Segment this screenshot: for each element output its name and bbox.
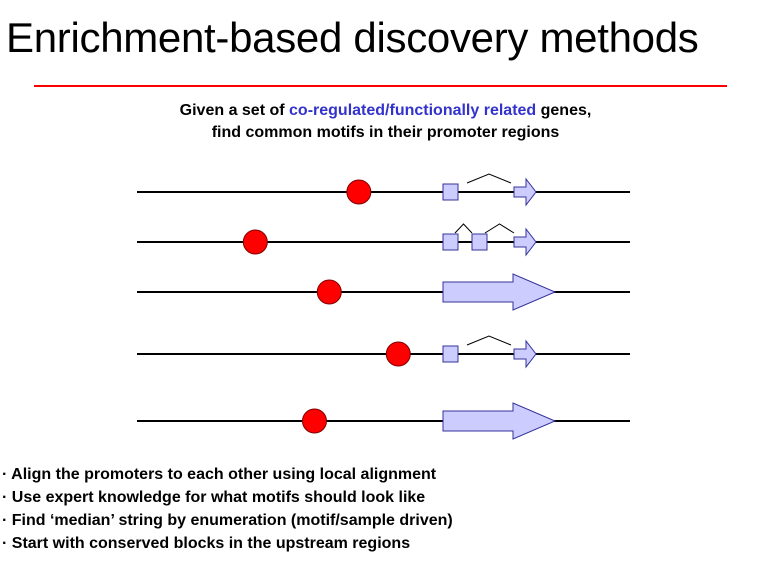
subtitle-line-1: Given a set of co-regulated/functionally… [0,100,771,122]
intron-line [454,223,473,234]
subtitle-suffix: genes, [536,102,592,119]
motif-site [316,279,342,305]
exon-arrow [513,339,537,369]
gene-arrow [442,402,557,440]
intron-line [466,335,512,346]
title-underline [34,85,727,87]
bullet-item: · Use expert knowledge for what motifs s… [2,489,426,506]
slide-title: Enrichment-based discovery methods [6,14,699,61]
intron-line [484,223,515,234]
exon-box [471,233,488,251]
motif-site [385,341,411,367]
exon-box [442,233,459,251]
exon-box [442,345,459,363]
subtitle: Given a set of co-regulated/functionally… [0,100,771,144]
motif-site [301,408,327,434]
motif-site [346,179,372,205]
bullet-list: · Align the promoters to each other usin… [2,463,453,555]
subtitle-prefix: Given a set of [179,102,290,119]
bullet-item: · Start with conserved blocks in the ups… [2,535,411,552]
exon-box [442,183,459,201]
motif-site [242,229,268,255]
intron-line [466,173,512,184]
gene-arrow [442,273,557,311]
exon-arrow [513,177,537,207]
exon-arrow [513,227,537,257]
bullet-item: · Align the promoters to each other usin… [2,466,437,483]
subtitle-highlight: co-regulated/functionally related [289,102,537,119]
subtitle-line-2: find common motifs in their promoter reg… [211,124,560,141]
bullet-item: · Find ‘median’ string by enumeration (m… [2,512,453,529]
